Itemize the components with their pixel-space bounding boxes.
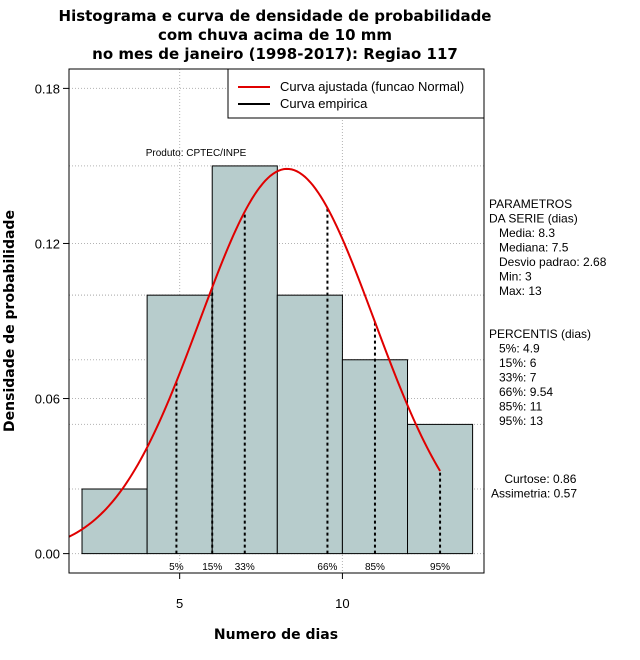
title-line-2: com chuva acima de 10 mm	[158, 26, 392, 44]
percentiles-list: PERCENTIS (dias) 5%: 4.9 15%: 6 33%: 7 6…	[489, 327, 591, 428]
percentile-marker-label: 15%	[202, 562, 222, 573]
side-panel-line: PERCENTIS (dias)	[489, 327, 591, 341]
y-tick-label: 0.00	[35, 547, 60, 562]
percentile-marker-label: 33%	[235, 562, 255, 573]
side-panel-line: 5%: 4.9	[489, 342, 540, 356]
side-panel-line: DA SERIE (dias)	[489, 212, 578, 226]
percentile-marker-label: 66%	[317, 562, 337, 573]
side-panel-line: 66%: 9.54	[489, 385, 553, 399]
percentile-marker-label: 95%	[430, 562, 450, 573]
side-panel-line: Assimetria: 0.57	[491, 487, 577, 501]
title-line-1: Histograma e curva de densidade de proba…	[59, 7, 492, 25]
y-tick-label: 0.18	[35, 81, 60, 96]
side-panel-line: 95%: 13	[489, 414, 543, 428]
x-axis: 5 10	[176, 573, 350, 611]
chart-title: Histograma e curva de densidade de proba…	[59, 7, 492, 63]
y-tick-label: 0.06	[35, 392, 60, 407]
side-panel-line: Curtose: 0.86	[491, 472, 577, 486]
side-panel-line: Desvio padrao: 2.68	[489, 255, 607, 269]
histogram-bar	[146, 294, 213, 555]
side-panel-line: 85%: 11	[489, 400, 542, 414]
fitted-curve	[68, 167, 441, 538]
x-tick-label: 5	[176, 596, 183, 611]
side-panel-line: Media: 8.3	[489, 226, 555, 240]
legend-label-empirical: Curva empirica	[280, 96, 368, 111]
histogram-bar	[276, 294, 343, 555]
y-axis-title: Densidade de probabilidade	[2, 210, 18, 432]
percentile-marker-label: 5%	[169, 562, 184, 573]
x-tick-label: 10	[335, 596, 349, 611]
legend-box	[227, 68, 485, 119]
side-panel-line: 15%: 6	[489, 356, 537, 370]
y-tick-label: 0.12	[35, 236, 60, 251]
y-axis: 0.00 0.06 0.12 0.18	[35, 81, 70, 562]
side-panel-line: PARAMETROS	[489, 197, 572, 211]
histogram-bar	[211, 165, 278, 555]
percentile-markers: 5% 15% 33% 66% 85% 95%	[169, 207, 450, 573]
percentile-marker-label: 85%	[365, 562, 385, 573]
side-panel-line: Mediana: 7.5	[489, 241, 569, 255]
legend: Curva ajustada (funcao Normal) Curva emp…	[227, 68, 485, 119]
x-axis-title: Numero de dias	[214, 627, 338, 643]
side-panel-line: 33%: 7	[489, 371, 537, 385]
side-panel-line: Max: 13	[489, 284, 542, 298]
legend-label-fitted: Curva ajustada (funcao Normal)	[280, 79, 464, 94]
fitted-normal-curve	[68, 167, 441, 538]
title-line-3: no mes de janeiro (1998-2017): Regiao 11…	[92, 45, 458, 63]
side-panel-line: Min: 3	[489, 270, 532, 284]
product-annotation: Produto: CPTEC/INPE	[146, 148, 247, 159]
